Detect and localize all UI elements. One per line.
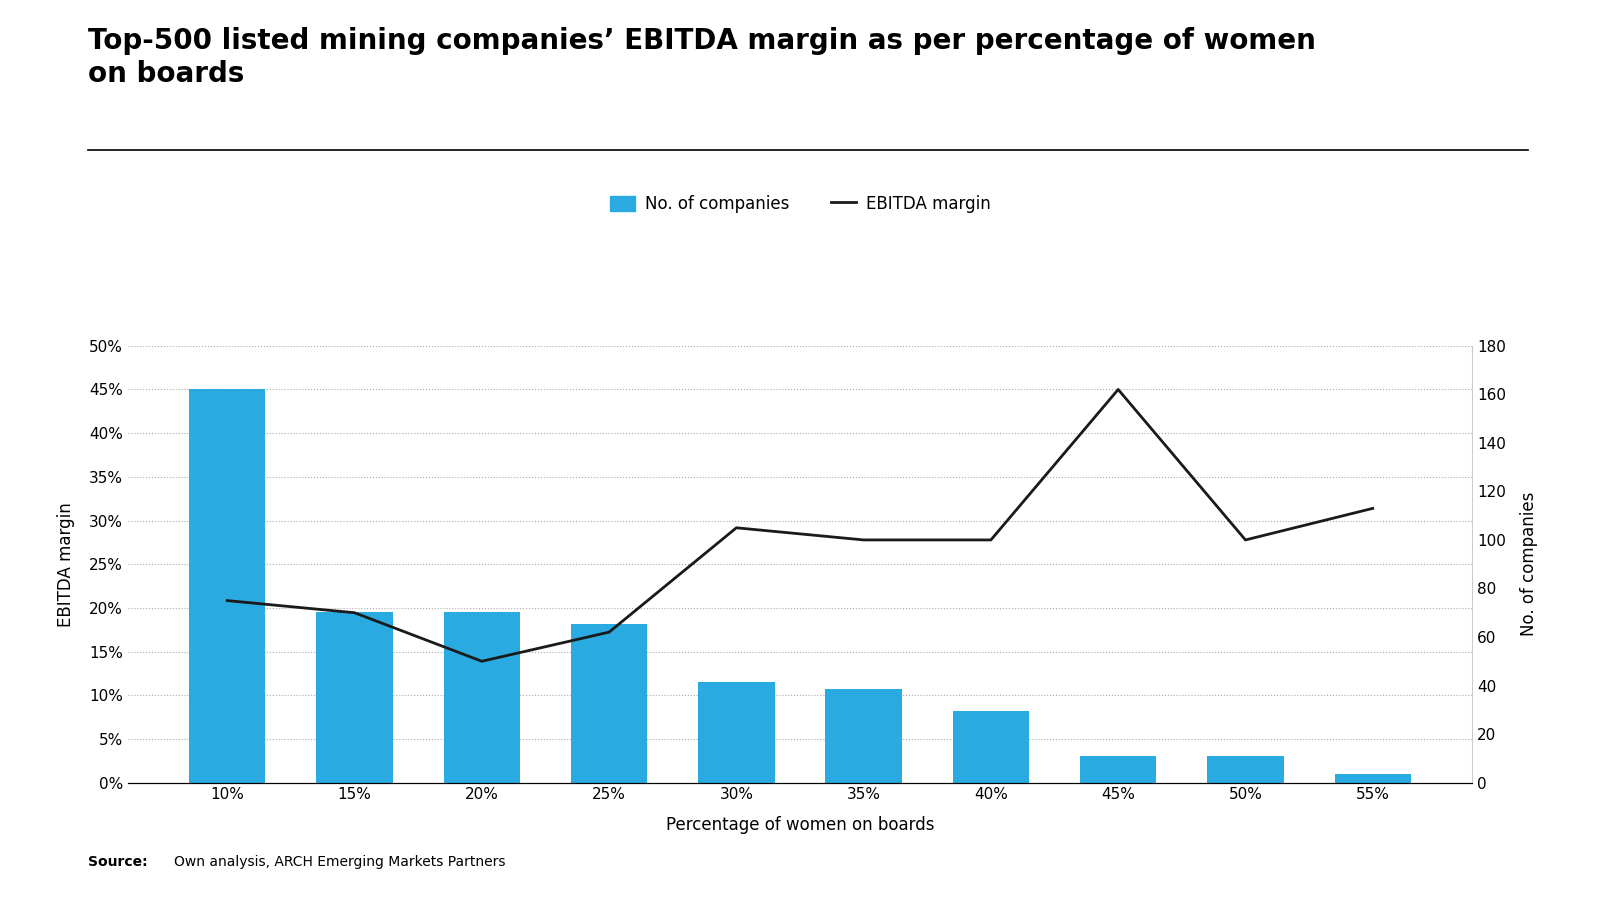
Bar [317,612,392,783]
Text: Source:: Source: [88,855,147,869]
Bar [571,623,648,783]
Bar [698,682,774,783]
Y-axis label: No. of companies: No. of companies [1520,492,1538,636]
Y-axis label: EBITDA margin: EBITDA margin [58,501,75,627]
Bar [189,389,266,783]
Legend: No. of companies, EBITDA margin: No. of companies, EBITDA margin [603,188,997,219]
Text: Own analysis, ARCH Emerging Markets Partners: Own analysis, ARCH Emerging Markets Part… [174,855,506,869]
Text: Top-500 listed mining companies’ EBITDA margin as per percentage of women
on boa: Top-500 listed mining companies’ EBITDA … [88,27,1315,87]
Bar [1080,756,1157,783]
Bar [1334,774,1411,783]
X-axis label: Percentage of women on boards: Percentage of women on boards [666,816,934,834]
Bar [952,711,1029,783]
Bar [443,612,520,783]
Bar [826,689,902,783]
Bar [1208,755,1283,783]
